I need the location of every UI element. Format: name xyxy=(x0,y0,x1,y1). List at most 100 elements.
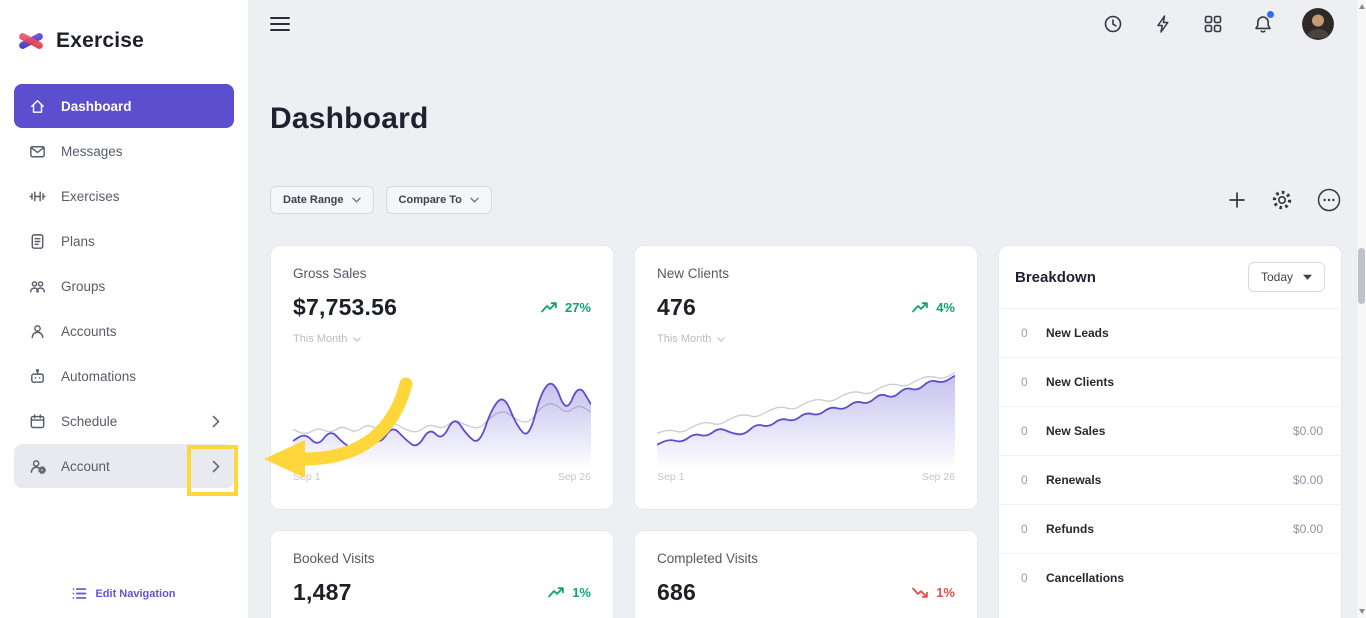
sidebar-item-messages[interactable]: Messages xyxy=(14,129,234,173)
breakdown-label: New Leads xyxy=(1046,326,1109,340)
period-label: This Month xyxy=(657,333,712,345)
page-title: Dashboard xyxy=(270,102,429,135)
card-value: 1,487 xyxy=(293,579,352,605)
trend-down-icon xyxy=(911,586,929,599)
trend-badge: 1% xyxy=(911,585,955,600)
sidebar-item-label: Automations xyxy=(61,368,137,384)
sidebar-item-label: Exercises xyxy=(61,188,120,204)
sidebar: Exercise Dashboard Messages Exercises Pl… xyxy=(0,0,248,618)
scrollbar-down-arrow[interactable] xyxy=(1358,609,1365,614)
filters-row: Date Range Compare To xyxy=(270,186,1342,214)
sidebar-nav: Dashboard Messages Exercises Plans Group… xyxy=(0,80,248,488)
breakdown-row-new-leads[interactable]: 0 New Leads xyxy=(999,308,1341,357)
breakdown-row-renewals[interactable]: 0 Renewals $0.00 xyxy=(999,455,1341,504)
trend-up-icon xyxy=(540,301,558,314)
breakdown-panel: Breakdown Today 0 New Leads 0 New Client… xyxy=(998,245,1342,618)
sidebar-item-accounts[interactable]: Accounts xyxy=(14,309,234,353)
sidebar-item-schedule[interactable]: Schedule xyxy=(14,399,234,443)
scrollbar[interactable] xyxy=(1356,0,1366,618)
card-completed-visits: Completed Visits 686 1% xyxy=(634,530,978,618)
breakdown-title: Breakdown xyxy=(1015,268,1096,286)
card-booked-visits: Booked Visits 1,487 1% xyxy=(270,530,614,618)
card-title: New Clients xyxy=(657,266,730,281)
topbar xyxy=(248,0,1356,48)
trend-badge: 4% xyxy=(911,300,955,315)
trend-up-icon xyxy=(911,301,929,314)
chevron-down-icon xyxy=(1303,274,1312,280)
trend-up-icon xyxy=(547,586,565,599)
robot-icon xyxy=(28,367,47,386)
sidebar-item-plans[interactable]: Plans xyxy=(14,219,234,263)
breakdown-value: $0.00 xyxy=(1292,473,1323,487)
more-options-button[interactable] xyxy=(1316,187,1342,213)
chevron-down-icon xyxy=(351,197,361,203)
trend-value: 27% xyxy=(564,300,591,315)
chart-x-labels: Sep 1 Sep 26 xyxy=(293,471,591,483)
person-gear-icon xyxy=(28,457,47,476)
trend-badge: 27% xyxy=(540,300,591,315)
breakdown-count: 0 xyxy=(1021,375,1028,389)
sidebar-item-dashboard[interactable]: Dashboard xyxy=(14,84,234,128)
period-selector[interactable]: This Month xyxy=(657,333,726,345)
add-widget-button[interactable] xyxy=(1226,189,1248,211)
sidebar-item-groups[interactable]: Groups xyxy=(14,264,234,308)
settings-gear-icon[interactable] xyxy=(1270,188,1294,212)
clipboard-icon xyxy=(28,232,47,251)
chevron-down-icon xyxy=(353,336,362,342)
notification-dot xyxy=(1267,11,1274,18)
sidebar-item-label: Dashboard xyxy=(61,98,132,114)
breakdown-row-cancellations[interactable]: 0 Cancellations xyxy=(999,553,1341,602)
sidebar-item-automations[interactable]: Automations xyxy=(14,354,234,398)
breakdown-value: $0.00 xyxy=(1292,522,1323,536)
sidebar-item-label: Messages xyxy=(61,143,123,159)
breakdown-label: New Clients xyxy=(1046,375,1115,389)
sidebar-item-label: Account xyxy=(61,458,110,474)
bell-icon[interactable] xyxy=(1252,11,1274,35)
hamburger-menu-icon[interactable] xyxy=(270,16,290,32)
chart-x-labels: Sep 1 Sep 26 xyxy=(657,471,955,483)
groups-icon xyxy=(28,277,47,296)
breakdown-row-new-clients[interactable]: 0 New Clients xyxy=(999,357,1341,406)
edit-navigation-link[interactable]: Edit Navigation xyxy=(0,587,248,600)
lightning-icon[interactable] xyxy=(1152,13,1174,35)
trend-badge: 1% xyxy=(547,585,591,600)
scrollbar-thumb[interactable] xyxy=(1358,248,1365,304)
compare-to-label: Compare To xyxy=(398,194,462,206)
sidebar-item-label: Plans xyxy=(61,233,95,249)
calendar-icon xyxy=(28,412,47,431)
sidebar-item-account[interactable]: Account xyxy=(14,444,234,488)
breakdown-row-refunds[interactable]: 0 Refunds $0.00 xyxy=(999,504,1341,553)
new-clients-chart xyxy=(657,360,955,466)
clock-icon[interactable] xyxy=(1102,13,1124,35)
breakdown-period-select[interactable]: Today xyxy=(1247,262,1325,292)
chevron-right-icon[interactable] xyxy=(212,415,220,428)
breakdown-label: Refunds xyxy=(1046,522,1094,536)
apps-grid-icon[interactable] xyxy=(1202,13,1224,35)
sidebar-item-exercises[interactable]: Exercises xyxy=(14,174,234,218)
card-value: 686 xyxy=(657,579,696,605)
card-new-clients: New Clients 476 4% This Month Sep 1 Sep … xyxy=(634,245,978,510)
period-label: This Month xyxy=(293,333,348,345)
card-title: Completed Visits xyxy=(657,551,759,566)
breakdown-period-label: Today xyxy=(1260,270,1293,284)
brand-logo[interactable]: Exercise xyxy=(0,0,248,80)
scrollbar-up-arrow[interactable] xyxy=(1358,4,1365,9)
x-label-start: Sep 1 xyxy=(657,471,685,483)
edit-navigation-label: Edit Navigation xyxy=(95,587,176,600)
person-icon xyxy=(28,322,47,341)
sidebar-item-label: Accounts xyxy=(61,323,117,339)
sidebar-item-label: Groups xyxy=(61,278,106,294)
date-range-filter[interactable]: Date Range xyxy=(270,186,374,214)
period-selector[interactable]: This Month xyxy=(293,333,362,345)
chevron-right-icon[interactable] xyxy=(212,460,220,473)
trend-value: 1% xyxy=(572,585,591,600)
avatar[interactable] xyxy=(1302,8,1334,40)
date-range-label: Date Range xyxy=(283,194,344,206)
compare-to-filter[interactable]: Compare To xyxy=(385,186,492,214)
card-title: Booked Visits xyxy=(293,551,375,566)
breakdown-row-new-sales[interactable]: 0 New Sales $0.00 xyxy=(999,406,1341,455)
chevron-down-icon xyxy=(470,197,479,203)
card-value: $7,753.56 xyxy=(293,294,398,320)
dumbbell-icon xyxy=(28,187,47,206)
chevron-down-icon xyxy=(717,336,726,342)
